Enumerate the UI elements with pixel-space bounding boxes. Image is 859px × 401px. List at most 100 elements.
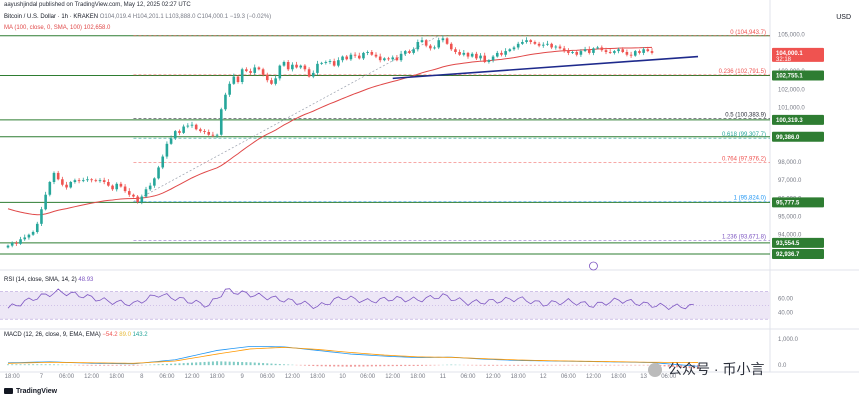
sma-line <box>7 46 653 216</box>
price-tick-label: 95,000.0 <box>778 215 802 221</box>
candle-body <box>61 179 64 185</box>
macd-histogram-bar <box>421 364 423 366</box>
candle-body <box>525 40 528 42</box>
macd-histogram-bar <box>253 362 256 366</box>
candle-body <box>19 239 22 244</box>
price-tag-countdown: 32:18 <box>776 57 792 63</box>
candle-body <box>265 74 269 81</box>
time-tick-label: 18:00 <box>109 374 125 380</box>
time-tick-label: 06:00 <box>59 374 75 380</box>
price-tag-label: 99,386.0 <box>776 135 800 141</box>
macd-histogram-bar <box>220 361 223 366</box>
rsi-line <box>7 288 694 311</box>
candle-body <box>303 65 307 70</box>
macd-histogram-bar <box>383 364 386 367</box>
macd-histogram-bar <box>471 364 474 366</box>
candle-body <box>583 49 587 52</box>
candle-body <box>445 38 449 44</box>
macd-histogram-bar <box>450 364 453 366</box>
candle-body <box>31 232 35 235</box>
time-tick-label: 06:00 <box>360 374 376 380</box>
macd-histogram-bar <box>7 364 9 366</box>
price-tag <box>772 249 824 260</box>
macd-histogram-bar <box>178 363 181 366</box>
candle-body <box>475 53 478 59</box>
candle-body <box>337 60 340 66</box>
macd-histogram-bar <box>667 364 670 367</box>
macd-histogram-bar <box>575 364 578 366</box>
ohlc-values: O104,019.4 H104,201.1 L103,888.0 C104,00… <box>99 14 272 20</box>
candle-body <box>378 56 382 61</box>
watermark: 公众号 · 币小言 <box>648 359 764 379</box>
fib-anchor-line <box>133 35 439 202</box>
macd-histogram-bar <box>479 364 482 366</box>
macd-histogram-bar <box>684 364 687 368</box>
candle-body <box>236 76 240 82</box>
candle-body <box>604 50 608 52</box>
time-tick-label: 18:00 <box>210 374 226 380</box>
macd-histogram-bar <box>237 361 239 366</box>
candle-body <box>194 124 198 130</box>
price-tag-label: 92,936.7 <box>776 252 800 258</box>
candle-body <box>295 64 298 68</box>
macd-histogram-bar <box>349 364 352 367</box>
candle-body <box>596 47 599 49</box>
macd-histogram-bar <box>308 364 311 366</box>
candle-body <box>15 242 18 244</box>
time-tick-label: 13 <box>640 374 647 380</box>
macd-histogram-bar <box>345 364 348 367</box>
candle-body <box>504 51 507 55</box>
macd-histogram-bar <box>115 364 118 366</box>
candle-body <box>416 42 420 50</box>
candle-body <box>366 52 369 53</box>
macd-histogram-bar <box>525 364 528 366</box>
candle-body <box>541 44 545 46</box>
candle-body <box>173 131 177 139</box>
candle-body <box>362 52 365 59</box>
candle-body <box>500 52 503 55</box>
candle-body <box>600 47 604 51</box>
candle-body <box>123 186 127 192</box>
macd-histogram-bar <box>57 364 60 366</box>
macd-histogram-bar <box>132 364 135 366</box>
macd-histogram-bar <box>174 363 177 366</box>
candle-body <box>341 56 344 61</box>
candle-body <box>240 69 244 82</box>
macd-histogram-bar <box>567 364 570 366</box>
macd-histogram-bar <box>274 363 277 366</box>
candle-body <box>629 54 633 56</box>
candle-body <box>454 49 457 52</box>
macd-histogram-bar <box>216 361 219 366</box>
candle-body <box>625 52 629 55</box>
time-tick-label: 11 <box>440 374 447 380</box>
candle-body <box>592 48 595 53</box>
price-tag-label: 100,319.3 <box>776 118 803 124</box>
macd-tick-label: 0.0 <box>778 363 787 369</box>
macd-histogram-bar <box>78 364 81 366</box>
candle-body <box>165 143 169 157</box>
macd-histogram-bar <box>538 364 541 366</box>
macd-signal-line <box>7 346 699 364</box>
time-tick-label: 7 <box>40 374 44 380</box>
macd-histogram-bar <box>563 364 566 366</box>
candle-body <box>642 49 645 53</box>
macd-histogram-bar <box>341 364 344 367</box>
sma-legend: MA (100, close, 0, SMA, 100) 102,658.0 <box>4 25 111 31</box>
candle-body <box>437 40 441 48</box>
candle-body <box>617 49 620 52</box>
rsi-tick-label: 40.00 <box>778 310 794 316</box>
candle-body <box>115 183 119 190</box>
price-tick-label: 102,000.0 <box>778 87 805 93</box>
macd-histogram-bar <box>634 364 637 366</box>
candle-body <box>533 42 537 44</box>
candle-body <box>550 43 553 48</box>
macd-histogram-bar <box>257 362 260 366</box>
candle-body <box>387 58 390 60</box>
fib-level-label: 0.618 (99,307.7) <box>722 132 766 138</box>
candle-body <box>44 194 47 210</box>
macd-histogram-bar <box>232 361 235 366</box>
macd-histogram-bar <box>625 364 628 366</box>
macd-histogram-bar <box>676 364 679 368</box>
macd-histogram-bar <box>492 364 495 366</box>
